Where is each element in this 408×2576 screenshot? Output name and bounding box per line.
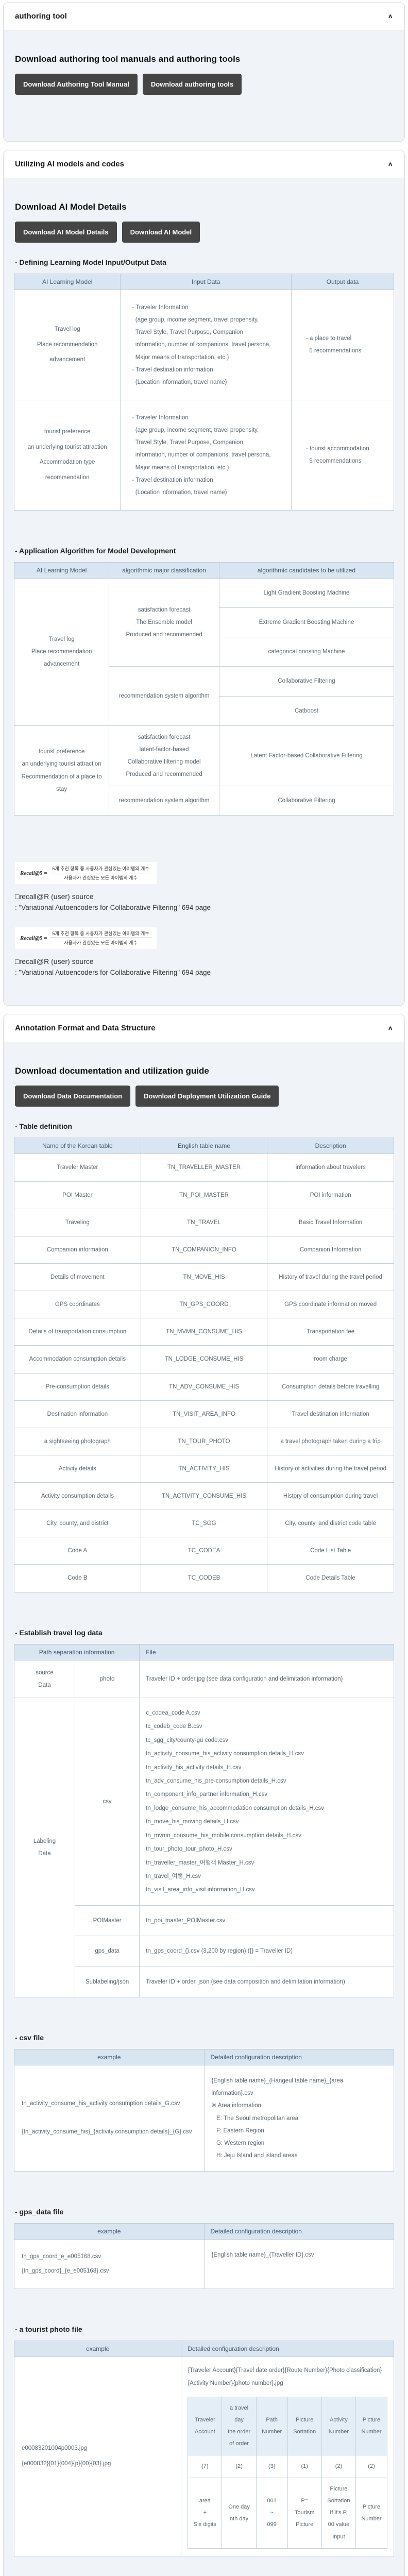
- card-annotation-format: Annotation Format and Data Structure ∧ D…: [3, 1014, 405, 2576]
- recall-source-label: □recall@R (user) source: [15, 892, 94, 901]
- algorithm-table: AI Learning Model algorithmic major class…: [13, 562, 395, 816]
- download-authoring-tool-manual-button[interactable]: Download Authoring Tool Manual: [15, 74, 138, 95]
- accordion-title: Annotation Format and Data Structure: [15, 1024, 156, 1033]
- travel-log-table: Path separation information File source Dat…: [13, 1643, 394, 1998]
- ai-models-panel: Download AI Model Details Download AI Mo…: [4, 178, 404, 1006]
- section-heading: Download authoring tool manuals and auth…: [15, 54, 241, 64]
- tourist-photo-file-caption: - a tourist photo file: [15, 2325, 82, 2334]
- algo-table-caption: - Application Algorithm for Model Develo…: [15, 546, 176, 555]
- recall-source-ref: : "Variational Autoencoders for Collabor…: [15, 969, 211, 977]
- io-table: AI Learning Model Input Data Output data Tr…: [13, 274, 394, 511]
- download-authoring-tools-button[interactable]: Download authoring tools: [142, 74, 242, 95]
- recall-formula-image: Recall@5 = 5개 추천 항목 중 사용자가 관심있는 아이템의 개수 사…: [15, 927, 157, 950]
- csv-file-table: example Detailed configuration descriptio…: [14, 2049, 394, 2172]
- chevron-up-icon: ∧: [387, 12, 393, 20]
- card-authoring-tool: authoring tool ∧ Download authoring tool…: [3, 2, 405, 142]
- gps-file-table: example Detailed configuration descriptio…: [14, 2223, 394, 2290]
- accordion-header-annotation-format[interactable]: Annotation Format and Data Structure ∧: [4, 1014, 404, 1042]
- card-ai-models: Utilizing AI models and codes ∧ Download…: [3, 150, 405, 1006]
- table-definition-caption: - Table definition: [15, 1122, 72, 1131]
- chevron-up-icon: ∧: [387, 1025, 393, 1031]
- section-heading: Download AI Model Details: [15, 202, 127, 212]
- download-data-documentation-button[interactable]: Download Data Documentation: [15, 1086, 131, 1107]
- recall-formula-image: Recall@5 = 5개 추천 항목 중 사용자가 관심있는 아이템의 개수 사…: [15, 862, 157, 885]
- button-row: Download Authoring Tool Manual Download …: [15, 74, 394, 95]
- csv-file-caption: - csv file: [15, 2033, 44, 2042]
- accordion-header-authoring-tool[interactable]: authoring tool ∧: [4, 3, 404, 30]
- travel-log-caption: - Establish travel log data: [15, 1628, 103, 1637]
- accordion-title: Utilizing AI models and codes: [15, 160, 124, 168]
- recall-source-label: □recall@R (user) source: [15, 957, 94, 966]
- tourist-photo-file-table: example Detailed configuration descriptio…: [13, 2341, 394, 2556]
- annotation-format-panel: Download documentation and utilization g…: [4, 1042, 404, 2576]
- table-definition: Name of the Korean table English table na…: [14, 1138, 394, 1592]
- accordion-header-ai-models[interactable]: Utilizing AI models and codes ∧: [4, 150, 404, 178]
- gps-file-caption: - gps_data file: [15, 2208, 64, 2216]
- accordion-title: authoring tool: [15, 12, 67, 21]
- download-ai-model-button[interactable]: Download AI Model: [122, 222, 200, 243]
- download-deployment-utilization-guide-button[interactable]: Download Deployment Utilization Guide: [135, 1086, 279, 1107]
- section-heading: Download documentation and utilization g…: [15, 1066, 209, 1076]
- chevron-up-icon: ∧: [387, 160, 393, 167]
- button-row: Download Data Documentation Download Dep…: [15, 1086, 394, 1107]
- button-row: Download AI Model Details Download AI Mo…: [15, 222, 394, 243]
- download-ai-model-details-button[interactable]: Download AI Model Details: [15, 222, 117, 243]
- authoring-tool-panel: Download authoring tool manuals and auth…: [4, 30, 404, 141]
- io-table-caption: - Defining Learning Model Input/Output D…: [15, 258, 166, 266]
- recall-source-ref: : "Variational Autoencoders for Collabor…: [15, 904, 211, 912]
